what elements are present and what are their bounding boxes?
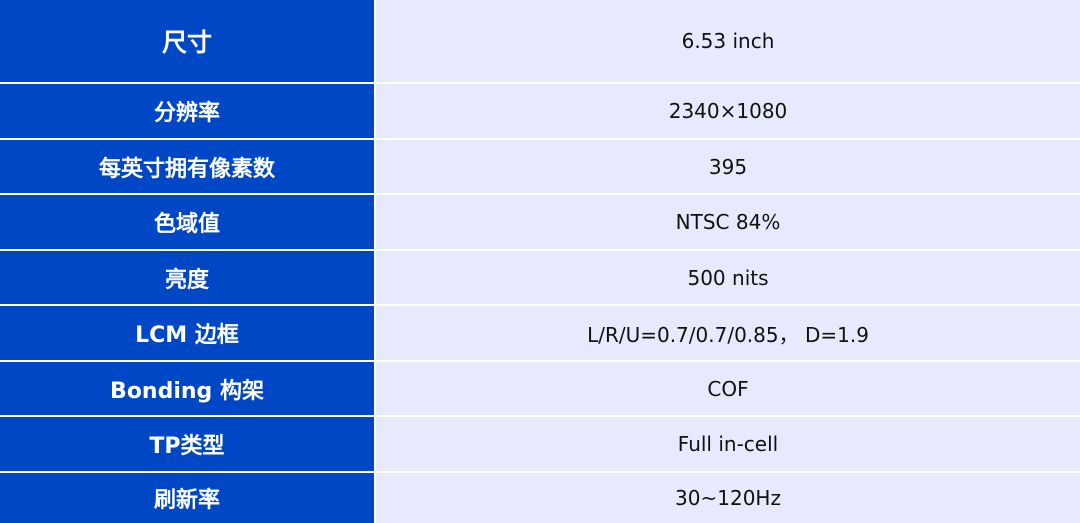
table-row: 每英寸拥有像素数 395 (0, 138, 1080, 195)
spec-label: 色域值 (0, 193, 376, 251)
spec-value: Full in-cell (374, 415, 1080, 473)
spec-value: NTSC 84% (374, 193, 1080, 251)
spec-label: 刷新率 (0, 471, 376, 523)
table-row: Bonding 构架 COF (0, 360, 1080, 417)
spec-label: Bonding 构架 (0, 360, 376, 417)
table-row: TP类型 Full in-cell (0, 415, 1080, 473)
spec-label: LCM 边框 (0, 304, 376, 362)
spec-value: L/R/U=0.7/0.7/0.85， D=1.9 (374, 304, 1080, 362)
spec-value: 395 (374, 138, 1080, 195)
table-row: 尺寸 6.53 inch (0, 0, 1080, 84)
table-row: LCM 边框 L/R/U=0.7/0.7/0.85， D=1.9 (0, 304, 1080, 362)
spec-label: 尺寸 (0, 0, 376, 84)
table-row: 分辨率 2340×1080 (0, 82, 1080, 140)
spec-label: 亮度 (0, 249, 376, 306)
spec-label: 分辨率 (0, 82, 376, 140)
spec-value: 500 nits (374, 249, 1080, 306)
spec-value: 6.53 inch (374, 0, 1080, 84)
table-row: 刷新率 30~120Hz (0, 471, 1080, 523)
table-row: 色域值 NTSC 84% (0, 193, 1080, 251)
spec-label: TP类型 (0, 415, 376, 473)
spec-value: 2340×1080 (374, 82, 1080, 140)
spec-label: 每英寸拥有像素数 (0, 138, 376, 195)
spec-value: COF (374, 360, 1080, 417)
spec-value: 30~120Hz (374, 471, 1080, 523)
table-row: 亮度 500 nits (0, 249, 1080, 306)
